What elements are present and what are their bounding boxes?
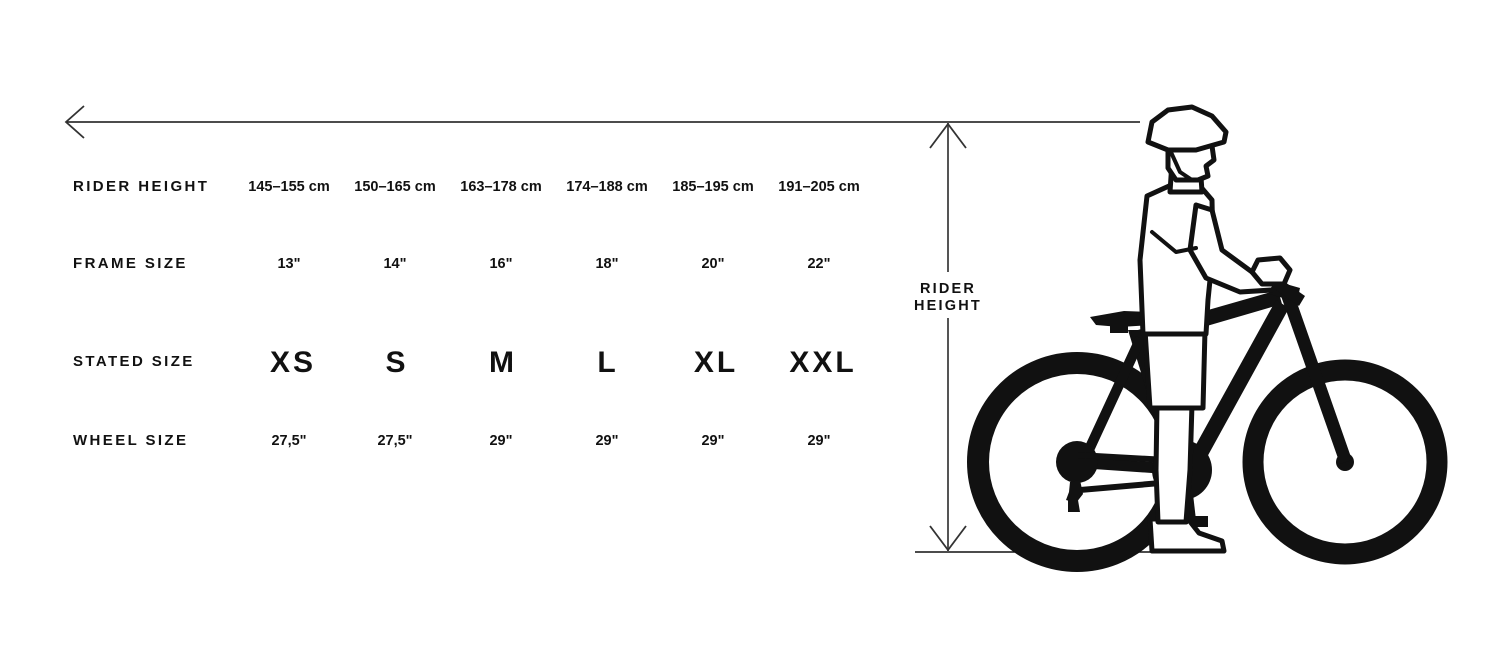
cell-stated-size-6: XXL <box>789 346 856 379</box>
rider-hand <box>1249 255 1293 287</box>
cell-rider-height-3: 163–178 cm <box>460 179 541 195</box>
rider-helmet <box>1145 104 1229 153</box>
size-table: RIDER HEIGHT 145–155 cm 150–165 cm 163–1… <box>73 178 860 449</box>
helmet-strap <box>1168 148 1194 182</box>
rider-height-dimension: RIDER HEIGHT <box>914 122 982 552</box>
down-arrowhead-icon <box>929 525 967 552</box>
rider-leg <box>1153 401 1195 525</box>
cell-rider-height-1: 145–155 cm <box>248 179 329 195</box>
rider-shorts <box>1142 327 1208 411</box>
cell-frame-size-5: 20" <box>701 256 724 272</box>
dimension-label-line2: HEIGHT <box>914 298 982 314</box>
top-reference-axis <box>64 105 1140 139</box>
cell-rider-height-6: 191–205 cm <box>778 179 859 195</box>
cell-frame-size-1: 13" <box>277 256 300 272</box>
cell-rider-height-4: 174–188 cm <box>566 179 647 195</box>
cell-frame-size-6: 22" <box>807 256 830 272</box>
cell-stated-size-5: XL <box>694 346 738 379</box>
table-row-wheel-size: WHEEL SIZE 27,5" 27,5" 29" 29" 29" 29" <box>73 432 831 449</box>
cell-rider-height-2: 150–165 cm <box>354 179 435 195</box>
cell-frame-size-2: 14" <box>383 256 406 272</box>
cell-frame-size-3: 16" <box>489 256 512 272</box>
cell-wheel-size-3: 29" <box>489 433 512 449</box>
cell-stated-size-1: XS <box>270 346 316 379</box>
row-label-frame-size: FRAME SIZE <box>73 255 188 272</box>
rider-sleeve-seam <box>1150 230 1198 254</box>
cell-wheel-size-6: 29" <box>807 433 830 449</box>
cell-wheel-size-4: 29" <box>595 433 618 449</box>
table-row-stated-size: STATED SIZE XS S M L XL XXL <box>73 346 856 379</box>
cell-wheel-size-2: 27,5" <box>377 433 412 449</box>
cell-wheel-size-5: 29" <box>701 433 724 449</box>
cell-stated-size-3: M <box>489 346 517 379</box>
left-arrowhead-icon <box>64 105 85 139</box>
cell-wheel-size-1: 27,5" <box>271 433 306 449</box>
cell-frame-size-4: 18" <box>595 256 618 272</box>
table-row-frame-size: FRAME SIZE 13" 14" 16" 18" 20" 22" <box>73 255 831 272</box>
row-label-wheel-size: WHEEL SIZE <box>73 432 188 449</box>
row-label-stated-size: STATED SIZE <box>73 353 195 370</box>
up-arrowhead-icon <box>929 122 967 149</box>
cell-rider-height-5: 185–195 cm <box>672 179 753 195</box>
row-label-rider-height: RIDER HEIGHT <box>73 178 209 195</box>
dimension-label-line1: RIDER <box>920 281 976 297</box>
rider-illustration <box>1137 104 1293 554</box>
cell-stated-size-2: S <box>385 346 408 379</box>
cell-stated-size-4: L <box>597 346 618 379</box>
table-row-rider-height: RIDER HEIGHT 145–155 cm 150–165 cm 163–1… <box>73 178 860 195</box>
